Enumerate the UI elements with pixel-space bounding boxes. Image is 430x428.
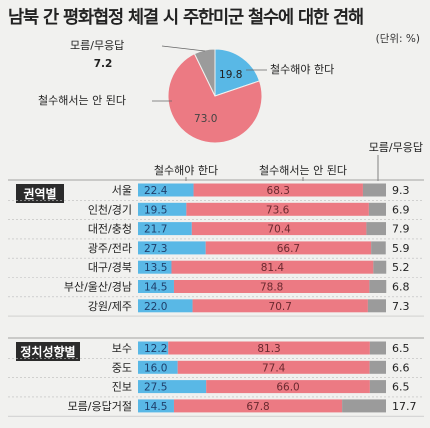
bar-value-label: 14.5 [144, 282, 167, 294]
bar-segment [138, 341, 169, 355]
pie-slice [193, 48, 216, 97]
chart-title: 남북 간 평화협정 체결 시 주한미군 철수에 대한 견해 [8, 8, 364, 28]
category-label: 보수 [112, 342, 132, 355]
category-label: 모름/응답거절 [68, 400, 132, 413]
bar-segment [171, 260, 374, 274]
bar-value-label: 7.9 [392, 223, 410, 236]
pie-slice-label: 철수해서는 안 된다 [38, 93, 126, 107]
bar-value-label: 19.5 [144, 204, 167, 216]
bar-segment [368, 202, 386, 216]
pie-leader-line [161, 45, 206, 52]
bar-segment [138, 222, 192, 236]
bar-segment [138, 202, 187, 216]
bar-segment [373, 260, 387, 274]
group-badge [16, 342, 80, 361]
bar-value-label: 9.3 [392, 184, 410, 197]
pie-value-label: 73.0 [194, 113, 217, 125]
bar-segment [177, 360, 370, 374]
bar-value-label: 66.7 [277, 243, 300, 255]
bar-value-label: 22.0 [144, 301, 167, 313]
bar-value-label: 67.8 [246, 401, 269, 413]
bar-value-label: 27.3 [144, 243, 167, 255]
bar-value-label: 81.3 [257, 343, 280, 355]
bar-segment [168, 341, 370, 355]
bar-segment [138, 183, 194, 197]
bar-value-label: 6.9 [392, 203, 410, 216]
pie-slice-label: 모름/무응답 [70, 39, 124, 52]
category-label: 대구/경북 [88, 261, 132, 274]
bar-segment [186, 202, 369, 216]
bar-segment [138, 241, 206, 255]
bar-value-label: 73.6 [266, 204, 290, 216]
bar-segment [138, 260, 172, 274]
unit-label: (단위: %) [375, 33, 420, 45]
bar-value-label: 27.5 [144, 382, 167, 394]
bar-value-label: 78.8 [260, 282, 283, 294]
bar-value-label: 14.5 [144, 401, 167, 413]
bar-segment [193, 183, 363, 197]
bar-segment [173, 399, 343, 413]
bar-value-label: 6.6 [392, 361, 410, 374]
category-label: 중도 [112, 361, 132, 374]
bar-segment [192, 299, 368, 313]
group-label: 권역별 [23, 186, 56, 201]
bar-segment [342, 399, 386, 413]
bar-value-label: 81.4 [261, 262, 285, 274]
bar-value-label: 5.9 [392, 242, 410, 255]
bar-segment [191, 222, 367, 236]
bar-segment [138, 380, 207, 394]
bar-value-label: 70.4 [267, 224, 291, 236]
bar-value-label: 70.7 [269, 301, 292, 313]
bar-value-label: 17.7 [392, 400, 417, 413]
bar-value-label: 22.4 [144, 185, 168, 197]
bar-value-label: 6.5 [392, 342, 410, 355]
bar-value-label: 12.2 [144, 343, 167, 355]
legend-label: 모름/무응답 [369, 141, 423, 154]
category-label: 인천/경기 [88, 202, 132, 216]
bar-value-label: 21.7 [144, 224, 167, 236]
category-label: 강원/제주 [88, 300, 132, 313]
bar-value-label: 7.3 [392, 300, 410, 313]
bar-segment [138, 399, 174, 413]
bar-segment [173, 280, 370, 293]
legend-label: 철수해야 한다 [154, 163, 218, 177]
bar-value-label: 13.5 [144, 262, 167, 274]
pie-slice-label: 철수해야 한다 [270, 62, 334, 76]
bar-segment [369, 341, 386, 355]
bar-segment [138, 280, 174, 293]
category-label: 광주/전라 [88, 242, 132, 255]
category-label: 부산/울산/경남 [64, 281, 132, 294]
group-badge [16, 184, 64, 203]
category-label: 대전/충청 [88, 223, 132, 236]
bar-segment [362, 183, 386, 197]
bar-segment [366, 222, 386, 236]
bar-segment [206, 380, 370, 394]
legend-label: 철수해서는 안 된다 [259, 163, 347, 177]
bar-value-label: 77.4 [262, 362, 286, 374]
bar-value-label: 5.2 [392, 261, 410, 274]
category-label: 진보 [112, 381, 132, 394]
group-label: 정치성향별 [20, 344, 75, 359]
pie-value-label: 7.2 [94, 58, 113, 70]
bar-segment [367, 299, 386, 313]
category-label: 서울 [112, 184, 132, 197]
bar-segment [138, 299, 193, 313]
pie-value-label: 19.8 [219, 69, 242, 81]
bar-segment [371, 241, 386, 255]
bar-value-label: 6.8 [392, 281, 410, 294]
bar-value-label: 68.3 [267, 185, 290, 197]
bar-value-label: 16.0 [144, 362, 167, 374]
bar-value-label: 6.5 [392, 381, 410, 394]
bar-segment [205, 241, 372, 255]
bar-segment [369, 360, 386, 374]
pie-slice [167, 53, 263, 144]
bar-segment [369, 380, 386, 394]
bar-segment [369, 280, 387, 293]
bar-segment [138, 360, 178, 374]
bar-value-label: 66.0 [276, 382, 299, 394]
